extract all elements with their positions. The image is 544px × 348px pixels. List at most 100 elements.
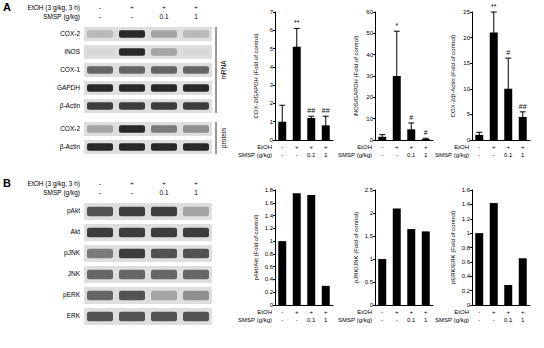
svg-text:+: + — [194, 4, 198, 11]
svg-text:SMSP (g/kg): SMSP (g/kg) — [435, 152, 469, 158]
svg-text:7: 7 — [270, 9, 274, 15]
svg-text:-: - — [381, 144, 383, 150]
svg-text:1: 1 — [270, 238, 274, 244]
svg-text:EtOH: EtOH — [454, 144, 469, 150]
svg-text:##: ## — [322, 107, 330, 114]
svg-text:6: 6 — [270, 27, 274, 33]
svg-text:0.1: 0.1 — [307, 317, 316, 323]
svg-text:-: - — [493, 317, 495, 323]
svg-text:1.2: 1.2 — [265, 225, 274, 231]
svg-text:0.1: 0.1 — [504, 152, 513, 158]
svg-text:pERK/ERK (Fold of control): pERK/ERK (Fold of control) — [450, 211, 456, 284]
svg-text:0.8: 0.8 — [462, 245, 471, 251]
svg-text:1.5: 1.5 — [365, 233, 374, 239]
svg-text:0: 0 — [270, 137, 274, 143]
svg-text:2.5: 2.5 — [365, 187, 374, 193]
svg-text:60: 60 — [366, 9, 373, 15]
svg-text:5: 5 — [270, 46, 274, 52]
svg-text:-: - — [396, 317, 398, 323]
svg-text:+: + — [395, 144, 399, 150]
svg-text:1.8: 1.8 — [265, 187, 274, 193]
svg-text:2: 2 — [370, 210, 374, 216]
svg-text:+: + — [521, 144, 525, 150]
svg-text:5: 5 — [467, 111, 471, 117]
svg-text:##: ## — [519, 103, 527, 110]
svg-text:3: 3 — [270, 82, 274, 88]
svg-text:-: - — [281, 317, 283, 323]
svg-text:-: - — [296, 152, 298, 158]
svg-text:EtOH: EtOH — [257, 144, 272, 150]
svg-text:EtOH: EtOH — [357, 309, 372, 315]
svg-text:-: - — [281, 144, 283, 150]
svg-text:+: + — [395, 309, 399, 315]
svg-text:0.1: 0.1 — [307, 152, 316, 158]
svg-text:20: 20 — [463, 35, 470, 41]
svg-text:COX-2: COX-2 — [60, 125, 80, 132]
svg-text:SMSP (g/kg): SMSP (g/kg) — [43, 13, 80, 21]
svg-text:+: + — [295, 144, 299, 150]
svg-text:1: 1 — [424, 152, 428, 158]
svg-text:-: - — [99, 189, 101, 196]
svg-text:-: - — [493, 152, 495, 158]
svg-text:0.1: 0.1 — [159, 13, 168, 20]
svg-text:β-Actin: β-Actin — [60, 143, 81, 151]
svg-text:50: 50 — [366, 30, 373, 36]
svg-text:A: A — [3, 1, 11, 13]
svg-text:0.2: 0.2 — [462, 288, 471, 294]
svg-text:0.4: 0.4 — [265, 276, 274, 282]
svg-text:0.1: 0.1 — [504, 317, 513, 323]
svg-text:0: 0 — [467, 302, 471, 308]
svg-text:+: + — [424, 309, 428, 315]
svg-text:0: 0 — [270, 302, 274, 308]
svg-text:0: 0 — [370, 137, 374, 143]
svg-text:COX-2: COX-2 — [60, 30, 80, 37]
svg-text:1.6: 1.6 — [462, 187, 471, 193]
svg-text:-: - — [381, 152, 383, 158]
svg-text:+: + — [521, 309, 525, 315]
svg-text:iNOS: iNOS — [64, 48, 80, 55]
svg-text:β-Actin: β-Actin — [60, 102, 81, 110]
svg-text:-: - — [131, 189, 133, 196]
svg-text:1: 1 — [194, 189, 198, 196]
svg-text:-: - — [131, 13, 133, 20]
svg-text:EtOH (3 g/kg, 3 h): EtOH (3 g/kg, 3 h) — [28, 180, 80, 188]
svg-text:EtOH (3 g/kg, 3 h): EtOH (3 g/kg, 3 h) — [28, 4, 80, 12]
svg-text:0.5: 0.5 — [365, 279, 374, 285]
svg-text:+: + — [309, 309, 313, 315]
svg-text:*: * — [395, 22, 398, 29]
svg-text:pERK: pERK — [63, 291, 81, 299]
svg-text:-: - — [381, 309, 383, 315]
svg-text:mRNA: mRNA — [220, 60, 227, 80]
svg-text:##: ## — [307, 107, 315, 114]
svg-text:1.4: 1.4 — [265, 213, 274, 219]
svg-text:+: + — [324, 144, 328, 150]
svg-text:1.6: 1.6 — [265, 200, 274, 206]
svg-text:+: + — [409, 144, 413, 150]
svg-text:0.4: 0.4 — [462, 273, 471, 279]
svg-text:30: 30 — [366, 73, 373, 79]
svg-text:-: - — [396, 152, 398, 158]
svg-text:iNOS/GAPDH (Fold of control): iNOS/GAPDH (Fold of control) — [353, 35, 359, 116]
svg-text:Akt: Akt — [71, 228, 81, 235]
svg-text:1: 1 — [324, 152, 328, 158]
svg-text:EtOH: EtOH — [454, 309, 469, 315]
svg-text:pJNK/JNK (Fold of control): pJNK/JNK (Fold of control) — [353, 212, 359, 283]
svg-text:+: + — [492, 309, 496, 315]
svg-text:COX-2/β-Actin (Fold of control: COX-2/β-Actin (Fold of control) — [450, 35, 456, 117]
svg-text:EtOH: EtOH — [357, 144, 372, 150]
svg-text:pAkt/Akt (Fold of control): pAkt/Akt (Fold of control) — [253, 214, 259, 280]
svg-text:+: + — [162, 180, 166, 187]
svg-text:SMSP (g/kg): SMSP (g/kg) — [435, 317, 469, 323]
svg-text:1: 1 — [424, 317, 428, 323]
svg-text:1: 1 — [370, 256, 374, 262]
svg-text:+: + — [295, 309, 299, 315]
svg-text:pJNK: pJNK — [64, 249, 81, 257]
svg-text:25: 25 — [463, 9, 470, 15]
svg-text:EtOH: EtOH — [257, 309, 272, 315]
svg-text:+: + — [309, 144, 313, 150]
svg-text:pAkt: pAkt — [67, 207, 80, 215]
svg-text:-: - — [478, 317, 480, 323]
svg-text:**: ** — [294, 19, 300, 26]
svg-text:0.1: 0.1 — [407, 152, 416, 158]
svg-text:1: 1 — [270, 119, 274, 125]
